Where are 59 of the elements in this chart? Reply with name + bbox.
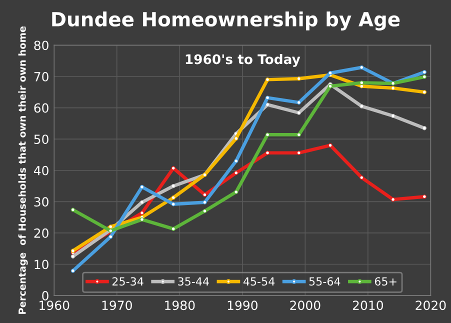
point [360,65,364,70]
point [422,126,427,130]
point [234,136,238,141]
legend-label: 45-54 [243,277,275,286]
point [140,217,144,222]
point [360,84,364,88]
point [390,114,396,118]
point [202,192,207,197]
point [171,202,176,206]
y-tick-label: 70 [34,72,48,82]
point [296,150,301,155]
legend-label: 55-64 [309,277,340,286]
point [70,208,76,212]
point [234,190,238,194]
y-tick-label: 60 [34,103,48,113]
point [108,234,113,239]
point [422,70,427,74]
x-tick-label: 2010 [352,300,384,310]
y-tick-label: 30 [34,197,48,207]
point [234,158,238,164]
point [70,268,76,273]
y-tick-label: 0 [42,291,48,300]
point [202,208,207,214]
point [328,143,332,148]
text: 1960's to Today [186,54,300,67]
point [422,90,427,94]
point [171,184,176,188]
legend-label: 35-44 [178,277,209,286]
point [234,170,238,175]
point [360,175,364,180]
point [360,80,364,85]
x-tick-label: 1970 [102,300,132,310]
point [140,200,144,204]
y-tick-label: 50 [34,134,48,144]
point [171,196,176,200]
point [171,226,176,231]
point [140,210,144,216]
chart-title: Dundee Homeownership by Age [52,12,400,30]
point [296,76,301,81]
x-tick-label: 1960 [40,300,70,310]
x-tick-label: 2020 [416,300,446,310]
point [202,200,207,204]
legend-label: 25-34 [112,277,144,286]
y-tick-label: 10 [34,260,48,270]
point [70,254,76,259]
x-tick-label: 1990 [228,300,258,310]
y-tick-label: 40 [34,166,48,176]
y-axis-title: Percentage of Households that own their own home [18,26,28,314]
y-tick-label: 80 [34,40,48,50]
point [422,194,427,199]
point [296,110,301,115]
point [296,100,301,105]
point [360,104,364,108]
x-tick-label: 2000 [290,300,320,310]
x-tick-label: 1980 [165,300,195,310]
point [171,166,176,170]
y-tick-label: 20 [34,228,48,238]
legend-label: 65+ [374,277,396,286]
point [108,224,113,229]
